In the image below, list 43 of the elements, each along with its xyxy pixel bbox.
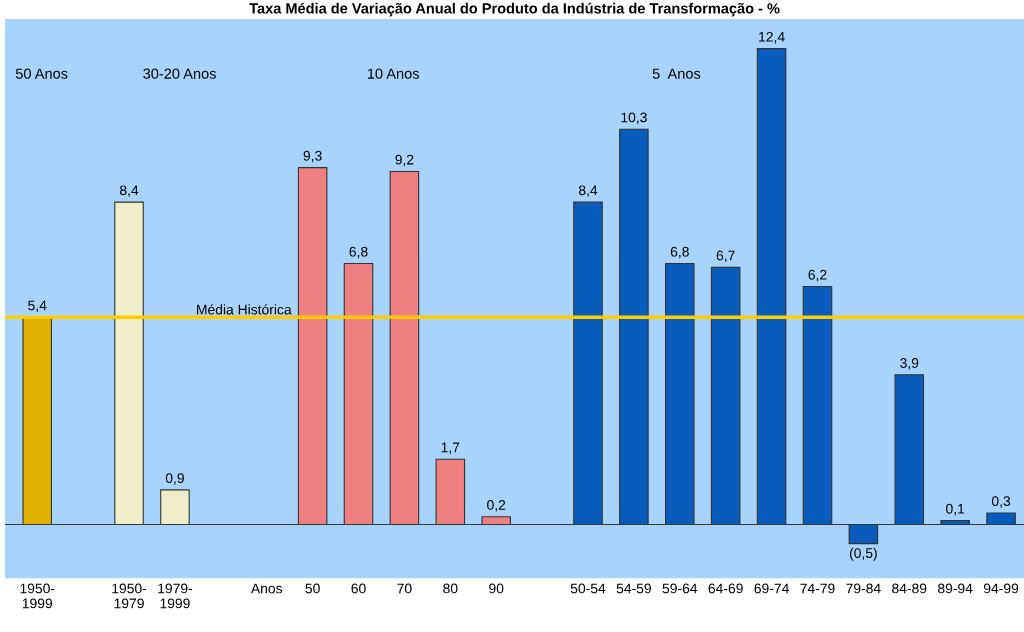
- data-label: 6,8: [670, 246, 689, 259]
- data-label: 6,8: [349, 246, 368, 259]
- data-label: 1,7: [441, 442, 460, 454]
- data-label: 0,3: [991, 496, 1011, 508]
- data-label: 10,3: [621, 112, 647, 124]
- x-tick-label: 90: [489, 583, 504, 594]
- x-tick-label: 70: [397, 583, 412, 594]
- data-label: 0,1: [946, 503, 965, 516]
- data-label: 9,2: [395, 154, 414, 167]
- x-tick-label: Anos: [250, 583, 283, 594]
- annotation: 30-20 Anos: [143, 68, 216, 79]
- data-label: 6,7: [716, 250, 735, 263]
- data-label: 3,9: [900, 358, 919, 370]
- x-tick-label: 54-59: [616, 583, 651, 594]
- annotation: 5 Anos: [652, 68, 701, 79]
- x-tick-label: 64-69: [708, 583, 743, 594]
- data-label: (0,5): [849, 547, 877, 561]
- x-tick-label: 74-79: [800, 583, 835, 594]
- x-tick-label: 1950- 1999: [20, 583, 55, 609]
- x-tick-label: 50: [305, 583, 320, 594]
- chart-title: Taxa Média de Variação Anual do Produto da Indústria de Transformação - %: [249, 2, 780, 17]
- data-label: 12,4: [759, 31, 785, 44]
- data-label: 8,4: [578, 185, 598, 197]
- x-tick-label: 60: [351, 583, 366, 594]
- ref-line-label: Média Histórica: [197, 304, 292, 315]
- x-tick-label: 69-74: [754, 583, 789, 594]
- data-label: 0,2: [487, 500, 506, 512]
- data-label: 5,4: [28, 300, 47, 312]
- data-label: 6,2: [808, 269, 827, 282]
- annotation: 10 Anos: [367, 68, 420, 79]
- x-tick-label: 1950- 1979: [112, 583, 147, 609]
- x-tick-label: 80: [443, 583, 458, 594]
- x-tick-label: 59-64: [662, 583, 698, 594]
- data-label: 8,4: [119, 185, 139, 197]
- x-tick-label: 79-84: [846, 583, 881, 594]
- x-tick-label: 89-94: [938, 583, 973, 594]
- x-tick-label: 50-54: [570, 583, 606, 594]
- data-label: 0,9: [165, 473, 184, 485]
- x-tick-label: 94-99: [983, 583, 1019, 594]
- data-label: 9,3: [303, 150, 322, 163]
- x-tick-label: 84-89: [892, 583, 927, 594]
- annotation: 50 Anos: [15, 68, 68, 79]
- x-tick-label: 1979- 1999: [158, 583, 193, 609]
